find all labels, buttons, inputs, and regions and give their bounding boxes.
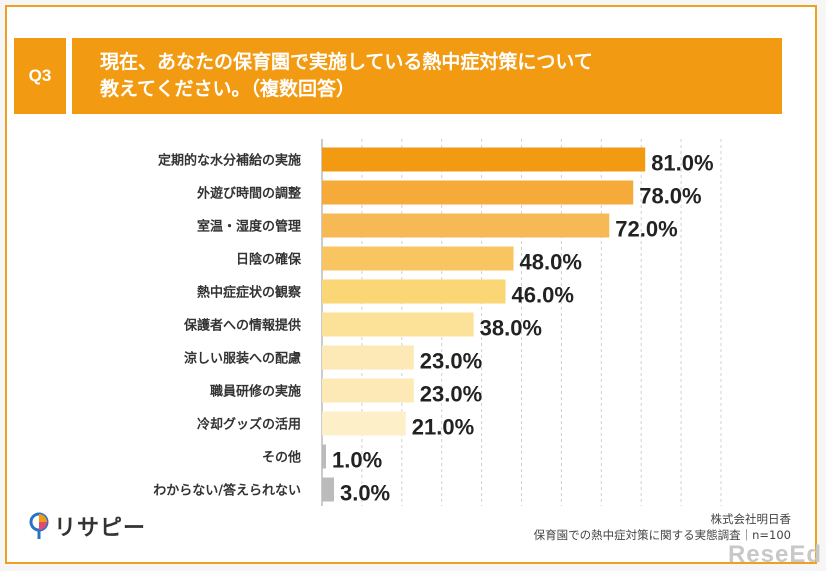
risapi-logo: リサピー (28, 510, 146, 542)
value-label: 48.0% (520, 250, 582, 275)
category-label: 冷却グッズの活用 (197, 417, 301, 433)
bar (322, 411, 406, 436)
reseed-watermark: ReseEd (727, 541, 822, 568)
category-label: その他 (262, 450, 301, 466)
bar (322, 378, 414, 403)
value-label: 23.0% (420, 349, 482, 374)
category-label: 定期的な水分補給の実施 (157, 153, 301, 169)
value-label: 72.0% (615, 217, 677, 242)
category-label: 室温・湿度の管理 (197, 219, 301, 235)
bar (322, 345, 414, 370)
value-label: 38.0% (480, 316, 542, 341)
value-label: 3.0% (340, 481, 390, 506)
survey-name: 保育園での熱中症対策に関する実態調査｜n=100 (533, 528, 791, 542)
logo-text: リサピー (54, 516, 147, 541)
value-label: 81.0% (651, 151, 713, 176)
bar (322, 147, 646, 172)
value-label: 21.0% (412, 415, 474, 440)
category-label: 外遊び時間の調整 (196, 186, 302, 202)
bar (322, 312, 474, 337)
category-label: 熱中症症状の観察 (197, 285, 302, 301)
logo-pin-icon (29, 512, 49, 539)
bar (322, 477, 334, 502)
value-label: 23.0% (420, 382, 482, 407)
category-label: 職員研修の実施 (210, 384, 301, 400)
category-label: 日陰の確保 (236, 252, 302, 268)
category-label: 涼しい服装への配慮 (184, 351, 301, 367)
question-number: Q3 (14, 38, 66, 114)
category-label: 保護者への情報提供 (183, 318, 301, 334)
source-footer: 株式会社明日香 保育園での熱中症対策に関する実態調査｜n=100 (534, 511, 791, 543)
bar (322, 279, 506, 304)
value-label: 46.0% (512, 283, 574, 308)
question-title: 現在、あなたの保育園で実施している熱中症対策について 教えてください。（複数回答… (72, 38, 782, 114)
bar (322, 246, 514, 271)
bar (322, 213, 610, 238)
company-name: 株式会社明日香 (710, 512, 792, 526)
bar (322, 180, 634, 205)
value-label: 78.0% (639, 184, 701, 209)
bar (322, 444, 326, 469)
value-label: 1.0% (332, 448, 382, 473)
category-label: わからない/答えられない (153, 483, 301, 499)
